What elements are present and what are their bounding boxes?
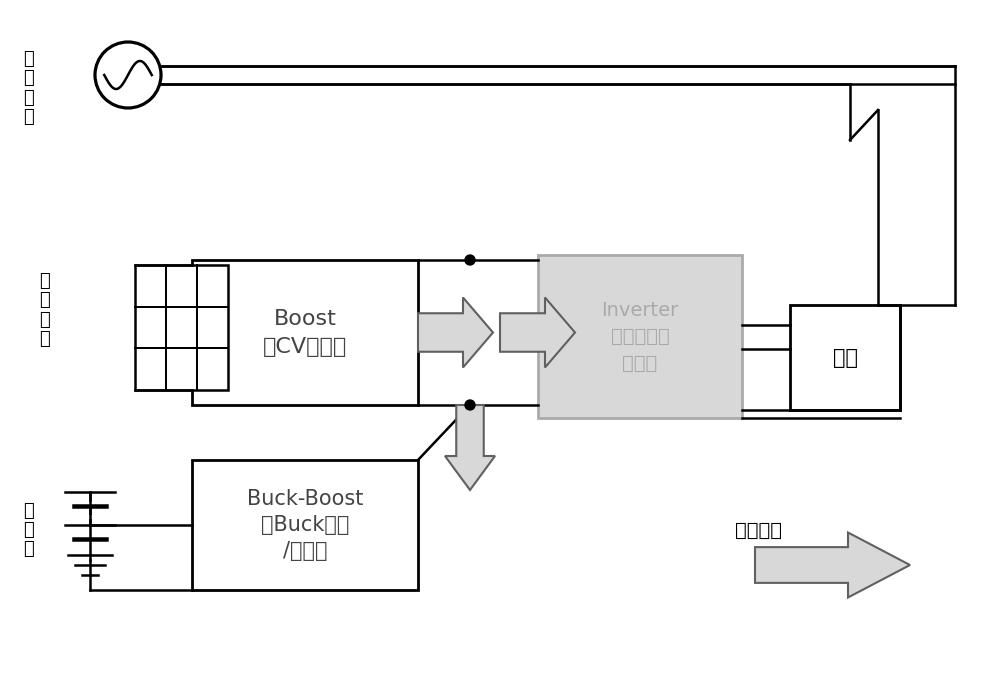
Bar xyxy=(538,255,742,418)
Text: 能量流向: 能量流向 xyxy=(735,520,782,539)
Circle shape xyxy=(465,255,475,265)
FancyArrow shape xyxy=(500,298,575,368)
Text: Inverter
（独立逆变
模式）: Inverter （独立逆变 模式） xyxy=(601,301,679,373)
Circle shape xyxy=(465,400,475,410)
Text: 光
伏
组
件: 光 伏 组 件 xyxy=(40,272,50,348)
Text: 负载: 负载 xyxy=(832,348,858,368)
Bar xyxy=(135,265,228,390)
Text: 锂
电
池: 锂 电 池 xyxy=(23,502,33,559)
Text: 单
相
电
网: 单 相 电 网 xyxy=(23,50,33,126)
Bar xyxy=(192,260,418,405)
Bar xyxy=(790,305,900,410)
Text: Boost
（CV模式）: Boost （CV模式） xyxy=(263,309,347,357)
FancyArrow shape xyxy=(755,532,910,598)
FancyArrow shape xyxy=(418,298,493,368)
Text: Buck-Boost
（Buck模式
/关闭）: Buck-Boost （Buck模式 /关闭） xyxy=(247,489,363,561)
FancyArrow shape xyxy=(445,405,495,490)
Bar xyxy=(192,460,418,590)
